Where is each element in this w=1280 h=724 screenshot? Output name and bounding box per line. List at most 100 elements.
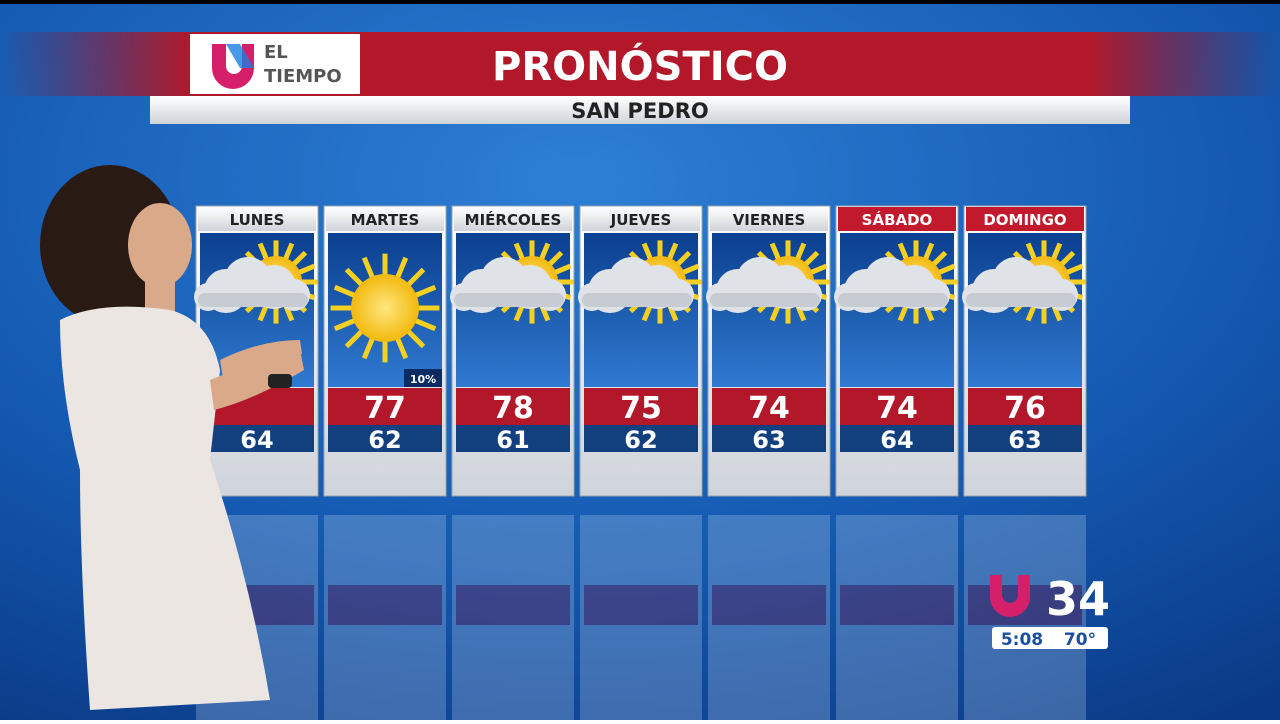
reflection [452,515,574,720]
high-band [584,388,698,425]
card-reflection [836,515,958,720]
high-temp: 76 [1004,391,1046,426]
high-temp: 75 [620,391,662,426]
card-reflection [580,515,702,720]
location: SAN PEDRO [571,99,708,123]
low-temp: 63 [752,426,785,454]
sun-ray [412,317,437,332]
low-band [968,425,1082,452]
day-name: DOMINGO [983,211,1066,229]
reflection [712,585,826,625]
day-name: SÁBADO [862,210,933,229]
title: PRONÓSTICO [492,42,788,90]
high-temp: 78 [492,391,534,426]
reflection [328,585,442,625]
sun-ray [361,335,376,360]
reflection [840,585,954,625]
reflection [584,585,698,625]
sun-ray [513,242,526,262]
low-band [584,425,698,452]
sun-ray [546,250,564,268]
sun-ray [394,256,409,281]
sun-ray [394,335,409,360]
bug-box [992,627,1108,649]
reflection [964,515,1086,720]
high-temp: 74 [748,391,790,426]
sun-ray [897,242,910,262]
card-reflection [708,515,830,720]
high-band [456,388,570,425]
day-header [710,207,828,231]
sun-ray [257,242,270,262]
sun-ray [666,242,679,262]
low-band [328,425,442,452]
sun-ray [769,242,782,262]
brand-text: EL [264,42,288,63]
sun-ray [1058,250,1076,268]
day-name: JUEVES [610,211,672,229]
precip: 10% [410,373,436,386]
sun-ray [333,284,358,299]
high-band [968,388,1082,425]
sun-ray [552,263,572,276]
high-temp: 74 [876,391,918,426]
sun-ray [802,250,820,268]
sun-ray [361,256,376,281]
reflection [580,515,702,720]
cloud [582,293,692,307]
sun-ray [412,284,437,299]
low-temp: 64 [880,426,913,454]
low-band [200,425,314,452]
presenter [40,165,304,710]
sun-ray [538,242,551,262]
sun-ray [344,267,366,289]
precip-box [404,369,442,387]
high-temp: 77 [364,391,406,426]
cloud [838,293,948,307]
sun-ray [290,250,308,268]
low-band [712,425,826,452]
sun [351,274,419,342]
bug-temperature: 70° [1064,630,1096,650]
reflection [708,515,830,720]
sun-ray [930,250,948,268]
day-header [582,207,700,231]
sun-ray [808,263,828,276]
day-header [198,207,316,231]
low-band [456,425,570,452]
sun-ray [296,263,316,276]
sun-ray [282,242,295,262]
day-header [454,207,572,231]
reflection [324,515,446,720]
card-reflection [324,515,446,720]
sun-ray [680,263,700,276]
sun-ray [333,317,358,332]
card-reflection [964,515,1086,720]
low-temp: 62 [368,426,401,454]
forecast-cards: LUNES64MARTES10%7762MIÉRCOLES7861JUEVES7… [194,205,1087,720]
day-name: VIERNES [733,211,806,229]
sun-ray [344,327,366,349]
sun-ray [674,250,692,268]
brand-logo [212,44,254,89]
high-band [712,388,826,425]
low-temp: 62 [624,426,657,454]
bug-time: 5:08 [1001,630,1043,650]
sun-ray [404,327,426,349]
day-header [838,207,956,231]
top-edge [0,0,1280,4]
cloud [198,293,308,307]
sun-ray [404,267,426,289]
sun-ray [1050,242,1063,262]
sun-ray [922,242,935,262]
channel-number: 34 [1046,572,1110,626]
day-name: MIÉRCOLES [465,210,562,229]
day-name: MARTES [351,211,420,229]
sun-ray [1025,242,1038,262]
